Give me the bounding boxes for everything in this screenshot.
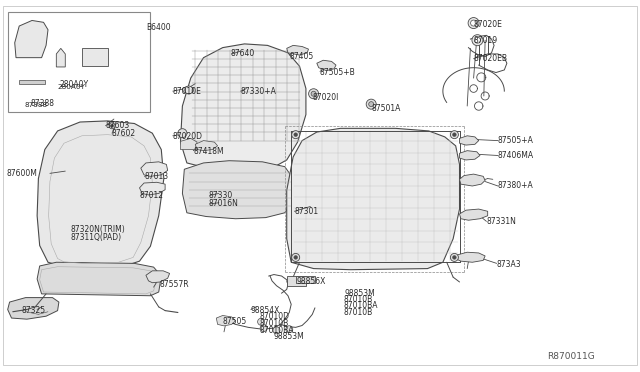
Text: 87330: 87330 <box>209 191 233 200</box>
Polygon shape <box>216 315 236 326</box>
Polygon shape <box>8 298 59 319</box>
Text: 873A3: 873A3 <box>497 260 521 269</box>
Circle shape <box>109 123 115 129</box>
Polygon shape <box>287 128 460 270</box>
Circle shape <box>111 124 113 127</box>
Polygon shape <box>37 262 161 296</box>
Polygon shape <box>460 151 480 160</box>
Text: 87020I: 87020I <box>312 93 339 102</box>
Circle shape <box>369 102 374 107</box>
Text: 87013: 87013 <box>145 172 169 181</box>
Text: 87010B: 87010B <box>343 295 372 304</box>
Circle shape <box>474 37 481 43</box>
Text: 87388: 87388 <box>31 99 55 108</box>
Polygon shape <box>180 44 306 172</box>
Text: 87603: 87603 <box>106 121 130 130</box>
Polygon shape <box>460 174 485 186</box>
Text: 87016N: 87016N <box>209 199 239 208</box>
Text: 87320N(TRIM): 87320N(TRIM) <box>70 225 125 234</box>
Polygon shape <box>287 45 308 55</box>
Text: 87325: 87325 <box>21 306 45 315</box>
Circle shape <box>472 35 483 46</box>
Text: 87640: 87640 <box>230 49 255 58</box>
Polygon shape <box>146 271 170 283</box>
Text: 87406MA: 87406MA <box>498 151 534 160</box>
Polygon shape <box>182 161 293 219</box>
Text: 87020EB: 87020EB <box>474 54 508 63</box>
Circle shape <box>294 256 298 259</box>
Circle shape <box>366 99 376 109</box>
Text: 87602: 87602 <box>112 129 136 138</box>
Polygon shape <box>296 276 315 283</box>
Text: R870011G: R870011G <box>547 352 595 361</box>
Text: 87501A: 87501A <box>371 104 401 113</box>
Text: 87010D: 87010D <box>260 312 290 321</box>
Circle shape <box>286 326 292 333</box>
Text: 87020E: 87020E <box>474 20 502 29</box>
Polygon shape <box>180 138 197 150</box>
Circle shape <box>451 131 458 139</box>
Circle shape <box>185 86 193 94</box>
Polygon shape <box>37 121 164 268</box>
Text: 87331N: 87331N <box>486 217 516 226</box>
Circle shape <box>294 133 298 137</box>
Polygon shape <box>56 48 65 67</box>
Text: 87311Q(PAD): 87311Q(PAD) <box>70 233 122 242</box>
Circle shape <box>292 131 300 139</box>
Text: 87388: 87388 <box>24 102 47 108</box>
Text: 87010BA: 87010BA <box>260 326 294 335</box>
Text: 87505: 87505 <box>222 317 246 326</box>
Text: 87010E: 87010E <box>173 87 202 96</box>
Polygon shape <box>182 86 193 94</box>
Polygon shape <box>195 141 218 151</box>
Text: 98856X: 98856X <box>297 278 326 286</box>
Text: 87505+A: 87505+A <box>498 136 534 145</box>
Polygon shape <box>82 48 108 66</box>
Circle shape <box>468 17 479 29</box>
Circle shape <box>311 91 316 96</box>
Text: 87020D: 87020D <box>173 132 203 141</box>
Text: 87012: 87012 <box>140 191 164 200</box>
Text: 87380+A: 87380+A <box>498 182 534 190</box>
Circle shape <box>470 20 477 26</box>
Text: 87418M: 87418M <box>193 147 224 156</box>
Text: 87010BA: 87010BA <box>343 301 378 310</box>
Text: 87330+A: 87330+A <box>241 87 276 96</box>
Text: 87010B: 87010B <box>343 308 372 317</box>
Polygon shape <box>317 60 336 71</box>
Text: 98854X: 98854X <box>251 306 280 315</box>
Circle shape <box>178 129 187 138</box>
Circle shape <box>258 318 264 325</box>
Polygon shape <box>287 276 306 286</box>
Text: 87557R: 87557R <box>160 280 189 289</box>
Polygon shape <box>19 80 45 84</box>
Bar <box>8 12 150 112</box>
Circle shape <box>308 89 319 99</box>
Text: 87600M: 87600M <box>6 169 37 178</box>
Text: 87019: 87019 <box>474 36 498 45</box>
Text: 87010B: 87010B <box>260 319 289 328</box>
Circle shape <box>260 325 267 331</box>
Text: 87301: 87301 <box>294 207 319 216</box>
Circle shape <box>452 133 456 137</box>
Text: 87405: 87405 <box>289 52 314 61</box>
Circle shape <box>451 253 458 262</box>
Polygon shape <box>460 209 488 220</box>
Text: 87505+B: 87505+B <box>320 68 356 77</box>
Text: 98853M: 98853M <box>274 332 305 341</box>
Polygon shape <box>458 252 485 262</box>
Polygon shape <box>140 182 165 195</box>
Polygon shape <box>15 20 48 58</box>
Circle shape <box>273 327 280 334</box>
Circle shape <box>292 253 300 262</box>
Text: 280A0Y: 280A0Y <box>60 80 89 89</box>
Polygon shape <box>141 162 168 176</box>
Text: B6400: B6400 <box>146 23 170 32</box>
Text: 280A0Y: 280A0Y <box>58 84 86 90</box>
Polygon shape <box>460 136 479 145</box>
Circle shape <box>452 256 456 259</box>
Text: 98853M: 98853M <box>344 289 375 298</box>
